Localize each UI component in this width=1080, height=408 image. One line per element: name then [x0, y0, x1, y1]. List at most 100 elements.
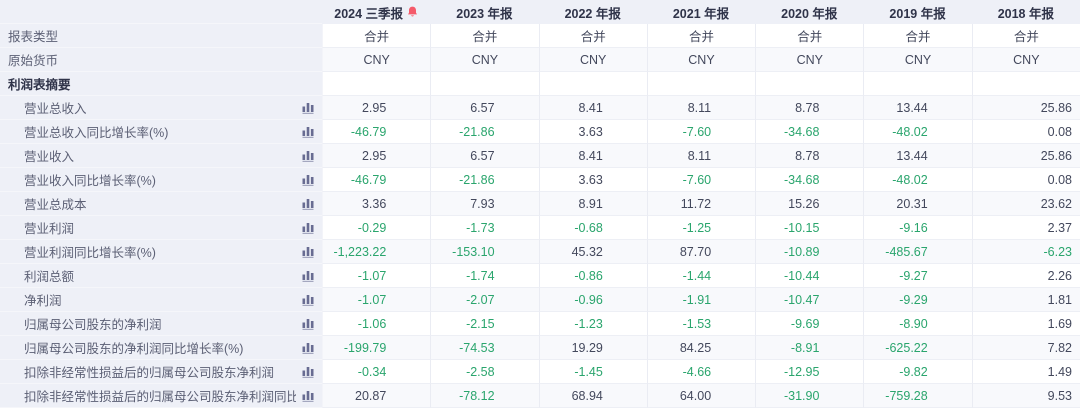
value-cell: -0.86	[539, 264, 647, 288]
column-header-label: 2018 年报	[998, 3, 1054, 22]
value-cell	[863, 72, 971, 96]
value-cell: 7.82	[972, 336, 1080, 360]
bar-chart-icon[interactable]	[302, 150, 315, 162]
table-row: 营业收入2.956.578.418.118.7813.4425.86	[0, 144, 1080, 168]
value-cell: -0.68	[539, 216, 647, 240]
row-label-cell: 扣除非经常性损益后的归属母公司股东净利润	[0, 360, 322, 384]
column-header-label: 2019 年报	[889, 3, 945, 22]
row-label-cell: 净利润	[0, 288, 322, 312]
value-cell: -2.15	[430, 312, 538, 336]
value-cell: -1.25	[647, 216, 755, 240]
value-cell: 2.95	[322, 96, 430, 120]
value-cell: 68.94	[539, 384, 647, 408]
row-label-cell: 营业总成本	[0, 192, 322, 216]
value-cell: -78.12	[430, 384, 538, 408]
table-row: 营业总成本3.367.938.9111.7215.2620.3123.62	[0, 192, 1080, 216]
row-label: 营业利润	[24, 218, 296, 237]
value-cell: 8.11	[647, 144, 755, 168]
row-label: 扣除非经常性损益后的归属母公司股东净利润	[24, 362, 296, 381]
value-cell: 3.63	[539, 120, 647, 144]
row-label: 原始货币	[8, 50, 322, 69]
row-label: 净利润	[24, 290, 296, 309]
value-cell: 0.08	[972, 168, 1080, 192]
value-cell: 8.41	[539, 144, 647, 168]
table-row: 报表类型合并合并合并合并合并合并合并	[0, 24, 1080, 48]
bar-chart-icon[interactable]	[302, 294, 315, 306]
value-cell: 25.86	[972, 144, 1080, 168]
table-row: 利润表摘要	[0, 72, 1080, 96]
value-cell: 20.87	[322, 384, 430, 408]
value-cell: -0.34	[322, 360, 430, 384]
table-body: 报表类型合并合并合并合并合并合并合并原始货币CNYCNYCNYCNYCNYCNY…	[0, 24, 1080, 408]
value-cell: -199.79	[322, 336, 430, 360]
bar-chart-icon[interactable]	[302, 366, 315, 378]
value-cell: -9.69	[755, 312, 863, 336]
bar-chart-icon[interactable]	[302, 102, 315, 114]
row-label-cell: 归属母公司股东的净利润	[0, 312, 322, 336]
value-cell: -1.06	[322, 312, 430, 336]
value-cell: -625.22	[863, 336, 971, 360]
bar-chart-icon[interactable]	[302, 198, 315, 210]
table-row: 营业利润同比增长率(%)-1,223.22-153.1045.3287.70-1…	[0, 240, 1080, 264]
info-cell: 合并	[972, 24, 1080, 48]
value-cell: 8.41	[539, 96, 647, 120]
row-label: 利润表摘要	[8, 74, 322, 93]
value-cell: -1.07	[322, 288, 430, 312]
value-cell: -1.45	[539, 360, 647, 384]
bar-chart-icon[interactable]	[302, 126, 315, 138]
row-label: 营业利润同比增长率(%)	[24, 242, 296, 261]
row-label: 营业收入同比增长率(%)	[24, 170, 296, 189]
value-cell: 13.44	[863, 96, 971, 120]
bar-chart-icon[interactable]	[302, 342, 315, 354]
value-cell: -1.07	[322, 264, 430, 288]
value-cell: -9.29	[863, 288, 971, 312]
value-cell: -153.10	[430, 240, 538, 264]
bar-chart-icon[interactable]	[302, 174, 315, 186]
table-row: 净利润-1.07-2.07-0.96-1.91-10.47-9.291.81	[0, 288, 1080, 312]
info-cell: 合并	[430, 24, 538, 48]
row-label: 营业收入	[24, 146, 296, 165]
table-row: 营业利润-0.29-1.73-0.68-1.25-10.15-9.162.37	[0, 216, 1080, 240]
row-label: 营业总收入	[24, 98, 296, 117]
value-cell: -21.86	[430, 120, 538, 144]
column-header-label: 2023 年报	[456, 3, 512, 22]
value-cell: -1.74	[430, 264, 538, 288]
bell-icon[interactable]	[407, 6, 418, 18]
value-cell: -48.02	[863, 120, 971, 144]
value-cell: -10.15	[755, 216, 863, 240]
bar-chart-icon[interactable]	[302, 270, 315, 282]
info-cell: 合并	[539, 24, 647, 48]
bar-chart-icon[interactable]	[302, 318, 315, 330]
value-cell: 15.26	[755, 192, 863, 216]
value-cell: 20.31	[863, 192, 971, 216]
info-cell: CNY	[755, 48, 863, 72]
row-label: 归属母公司股东的净利润同比增长率(%)	[24, 338, 296, 357]
bar-chart-icon[interactable]	[302, 222, 315, 234]
value-cell	[430, 72, 538, 96]
value-cell: -1,223.22	[322, 240, 430, 264]
info-cell: CNY	[972, 48, 1080, 72]
value-cell: 8.78	[755, 144, 863, 168]
value-cell: -7.60	[647, 120, 755, 144]
value-cell: -759.28	[863, 384, 971, 408]
bar-chart-icon[interactable]	[302, 390, 315, 402]
table-row: 原始货币CNYCNYCNYCNYCNYCNYCNY	[0, 48, 1080, 72]
bar-chart-icon[interactable]	[302, 246, 315, 258]
info-cell: CNY	[647, 48, 755, 72]
value-cell: 13.44	[863, 144, 971, 168]
row-label: 利润总额	[24, 266, 296, 285]
value-cell: -74.53	[430, 336, 538, 360]
row-label: 营业总成本	[24, 194, 296, 213]
value-cell: 19.29	[539, 336, 647, 360]
value-cell: -7.60	[647, 168, 755, 192]
value-cell: -10.47	[755, 288, 863, 312]
value-cell: 1.69	[972, 312, 1080, 336]
table-row: 营业收入同比增长率(%)-46.79-21.863.63-7.60-34.68-…	[0, 168, 1080, 192]
table-row: 归属母公司股东的净利润-1.06-2.15-1.23-1.53-9.69-8.9…	[0, 312, 1080, 336]
column-header-2020: 2020 年报	[755, 0, 863, 24]
value-cell	[539, 72, 647, 96]
value-cell: -0.29	[322, 216, 430, 240]
value-cell: -1.73	[430, 216, 538, 240]
row-label-cell: 报表类型	[0, 24, 322, 48]
value-cell: 1.49	[972, 360, 1080, 384]
